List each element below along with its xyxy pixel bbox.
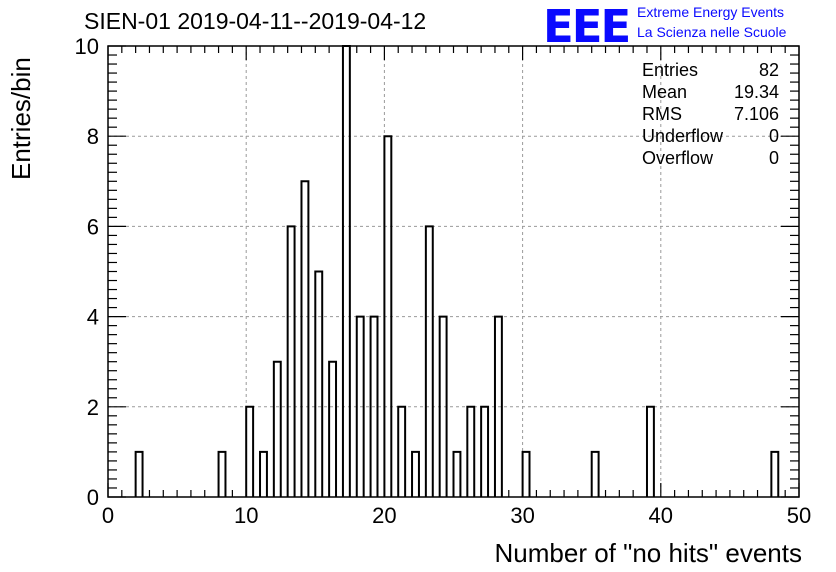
x-tick-label: 20	[372, 503, 396, 528]
histogram-bar	[493, 315, 503, 497]
histogram-bar	[397, 405, 407, 497]
histogram-bar	[245, 405, 255, 497]
logo-subtitle-1: Extreme Energy Events	[637, 4, 785, 20]
y-tick-label: 6	[87, 214, 99, 239]
y-axis-label: Entries/bin	[6, 57, 36, 180]
histogram-bar	[134, 450, 144, 497]
histogram-bar	[369, 315, 379, 497]
histogram-bar	[770, 450, 780, 497]
histogram-bar	[328, 360, 338, 497]
histogram-bars	[134, 45, 780, 497]
y-tick-label: 0	[87, 485, 99, 510]
stat-label: Underflow	[642, 126, 724, 146]
histogram-bar	[217, 450, 227, 497]
stat-value: 7.106	[733, 104, 779, 124]
histogram-bar	[300, 180, 310, 497]
y-tick-label: 4	[87, 305, 99, 330]
stat-entries: Entries 82	[642, 59, 779, 81]
x-tick-label: 0	[102, 503, 114, 528]
stat-mean: Mean 19.34	[642, 81, 779, 103]
axis-ticks	[107, 45, 800, 498]
histogram-bar	[314, 270, 324, 497]
stat-label: Entries	[642, 60, 699, 80]
stat-label: Mean	[642, 82, 688, 102]
histogram-bar	[452, 450, 462, 497]
histogram-bar	[480, 405, 490, 497]
stat-label: Overflow	[642, 148, 714, 168]
histogram-bar	[590, 450, 600, 497]
histogram-bar	[383, 135, 393, 497]
stat-label: RMS	[642, 104, 682, 124]
stat-value: 82	[758, 60, 779, 80]
eee-logo: EEE	[543, 0, 631, 53]
stat-underflow: Underflow 0	[642, 125, 779, 147]
y-tick-label: 8	[87, 124, 99, 149]
x-tick-label: 40	[649, 503, 673, 528]
stat-overflow: Overflow 0	[642, 147, 779, 169]
histogram-bar	[645, 405, 655, 497]
histogram-bar	[466, 405, 476, 497]
y-tick-label: 2	[87, 395, 99, 420]
x-tick-label: 50	[787, 503, 811, 528]
stat-value: 19.34	[733, 82, 779, 102]
x-tick-label: 30	[510, 503, 534, 528]
histogram-bar	[424, 225, 434, 497]
stat-value: 0	[768, 126, 779, 146]
logo-subtitle-2: La Scienza nelle Scuole	[637, 24, 787, 40]
histogram-bar	[438, 315, 448, 497]
histogram-bar	[259, 450, 268, 497]
histogram-bar	[521, 450, 531, 497]
y-tick-label: 10	[75, 34, 99, 59]
grid-lines	[108, 46, 799, 497]
axis-tick-labels: 0 10 20 30 40 50 0 2 4 6 8 10	[75, 34, 812, 528]
stat-rms: RMS 7.106	[642, 103, 779, 125]
x-axis-label: Number of "no hits" events	[494, 538, 803, 568]
stats-box: Entries 82 Mean 19.34 RMS 7.106 Underflo…	[642, 59, 779, 169]
stat-value: 0	[768, 148, 779, 168]
histogram-bar	[272, 360, 282, 497]
histogram-bar	[355, 315, 365, 497]
x-tick-label: 10	[234, 503, 258, 528]
histogram-bar	[286, 225, 296, 497]
chart-title: SIEN-01 2019-04-11--2019-04-12	[84, 8, 427, 34]
histogram-bar	[341, 45, 351, 497]
histogram-bar	[411, 450, 420, 497]
